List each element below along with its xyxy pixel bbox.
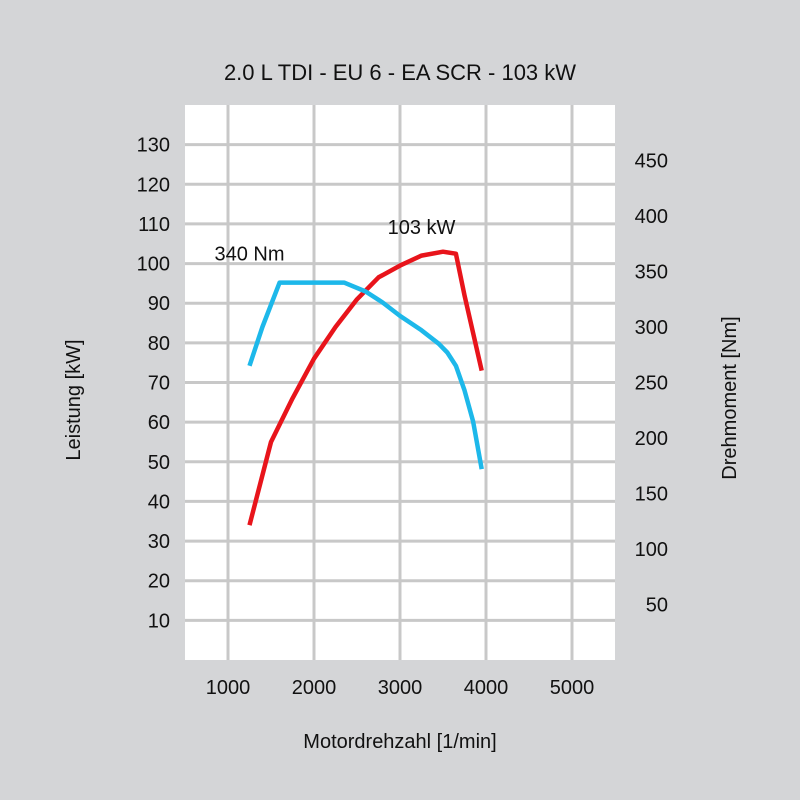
x-tick-label: 2000 bbox=[292, 677, 337, 699]
y-left-tick-label: 50 bbox=[148, 452, 170, 474]
y-right-tick-label: 200 bbox=[635, 428, 668, 450]
y-left-tick-label: 10 bbox=[148, 610, 170, 632]
y-right-tick-label: 50 bbox=[646, 595, 668, 617]
annotation-label: 340 Nm bbox=[214, 243, 284, 265]
y-left-tick-label: 30 bbox=[148, 531, 170, 553]
x-tick-label: 5000 bbox=[550, 677, 595, 699]
label-layer: 2.0 L TDI - EU 6 - EA SCR - 103 kW Motor… bbox=[63, 60, 741, 753]
x-tick-label: 3000 bbox=[378, 677, 423, 699]
series-line-power bbox=[247, 249, 484, 526]
annotation-label: 103 kW bbox=[388, 217, 456, 239]
series-line-torque bbox=[247, 280, 484, 470]
y-right-tick-label: 450 bbox=[635, 151, 668, 173]
x-tick-label: 1000 bbox=[206, 677, 251, 699]
x-axis-label: Motordrehzahl [1/min] bbox=[303, 731, 496, 753]
y-left-tick-label: 130 bbox=[137, 135, 170, 157]
y-left-tick-label: 70 bbox=[148, 373, 170, 395]
y-right-tick-label: 100 bbox=[635, 539, 668, 561]
y-right-tick-label: 150 bbox=[635, 484, 668, 506]
y-left-tick-label: 100 bbox=[137, 254, 170, 276]
y-left-tick-label: 80 bbox=[148, 333, 170, 355]
y-left-tick-label: 90 bbox=[148, 293, 170, 315]
series-layer bbox=[247, 249, 484, 526]
y-right-tick-label: 400 bbox=[635, 206, 668, 228]
y-left-tick-label: 60 bbox=[148, 412, 170, 434]
y-left-tick-label: 120 bbox=[137, 174, 170, 196]
y-right-tick-label: 350 bbox=[635, 262, 668, 284]
y-axis-right-label: Drehmoment [Nm] bbox=[719, 316, 741, 479]
y-axis-left-label: Leistung [kW] bbox=[63, 339, 85, 460]
y-left-tick-label: 40 bbox=[148, 491, 170, 513]
x-tick-label: 4000 bbox=[464, 677, 509, 699]
y-right-tick-label: 300 bbox=[635, 317, 668, 339]
chart-title: 2.0 L TDI - EU 6 - EA SCR - 103 kW bbox=[224, 60, 576, 85]
y-left-tick-label: 110 bbox=[138, 214, 170, 236]
y-right-tick-label: 250 bbox=[635, 373, 668, 395]
y-left-tick-label: 20 bbox=[148, 571, 170, 593]
